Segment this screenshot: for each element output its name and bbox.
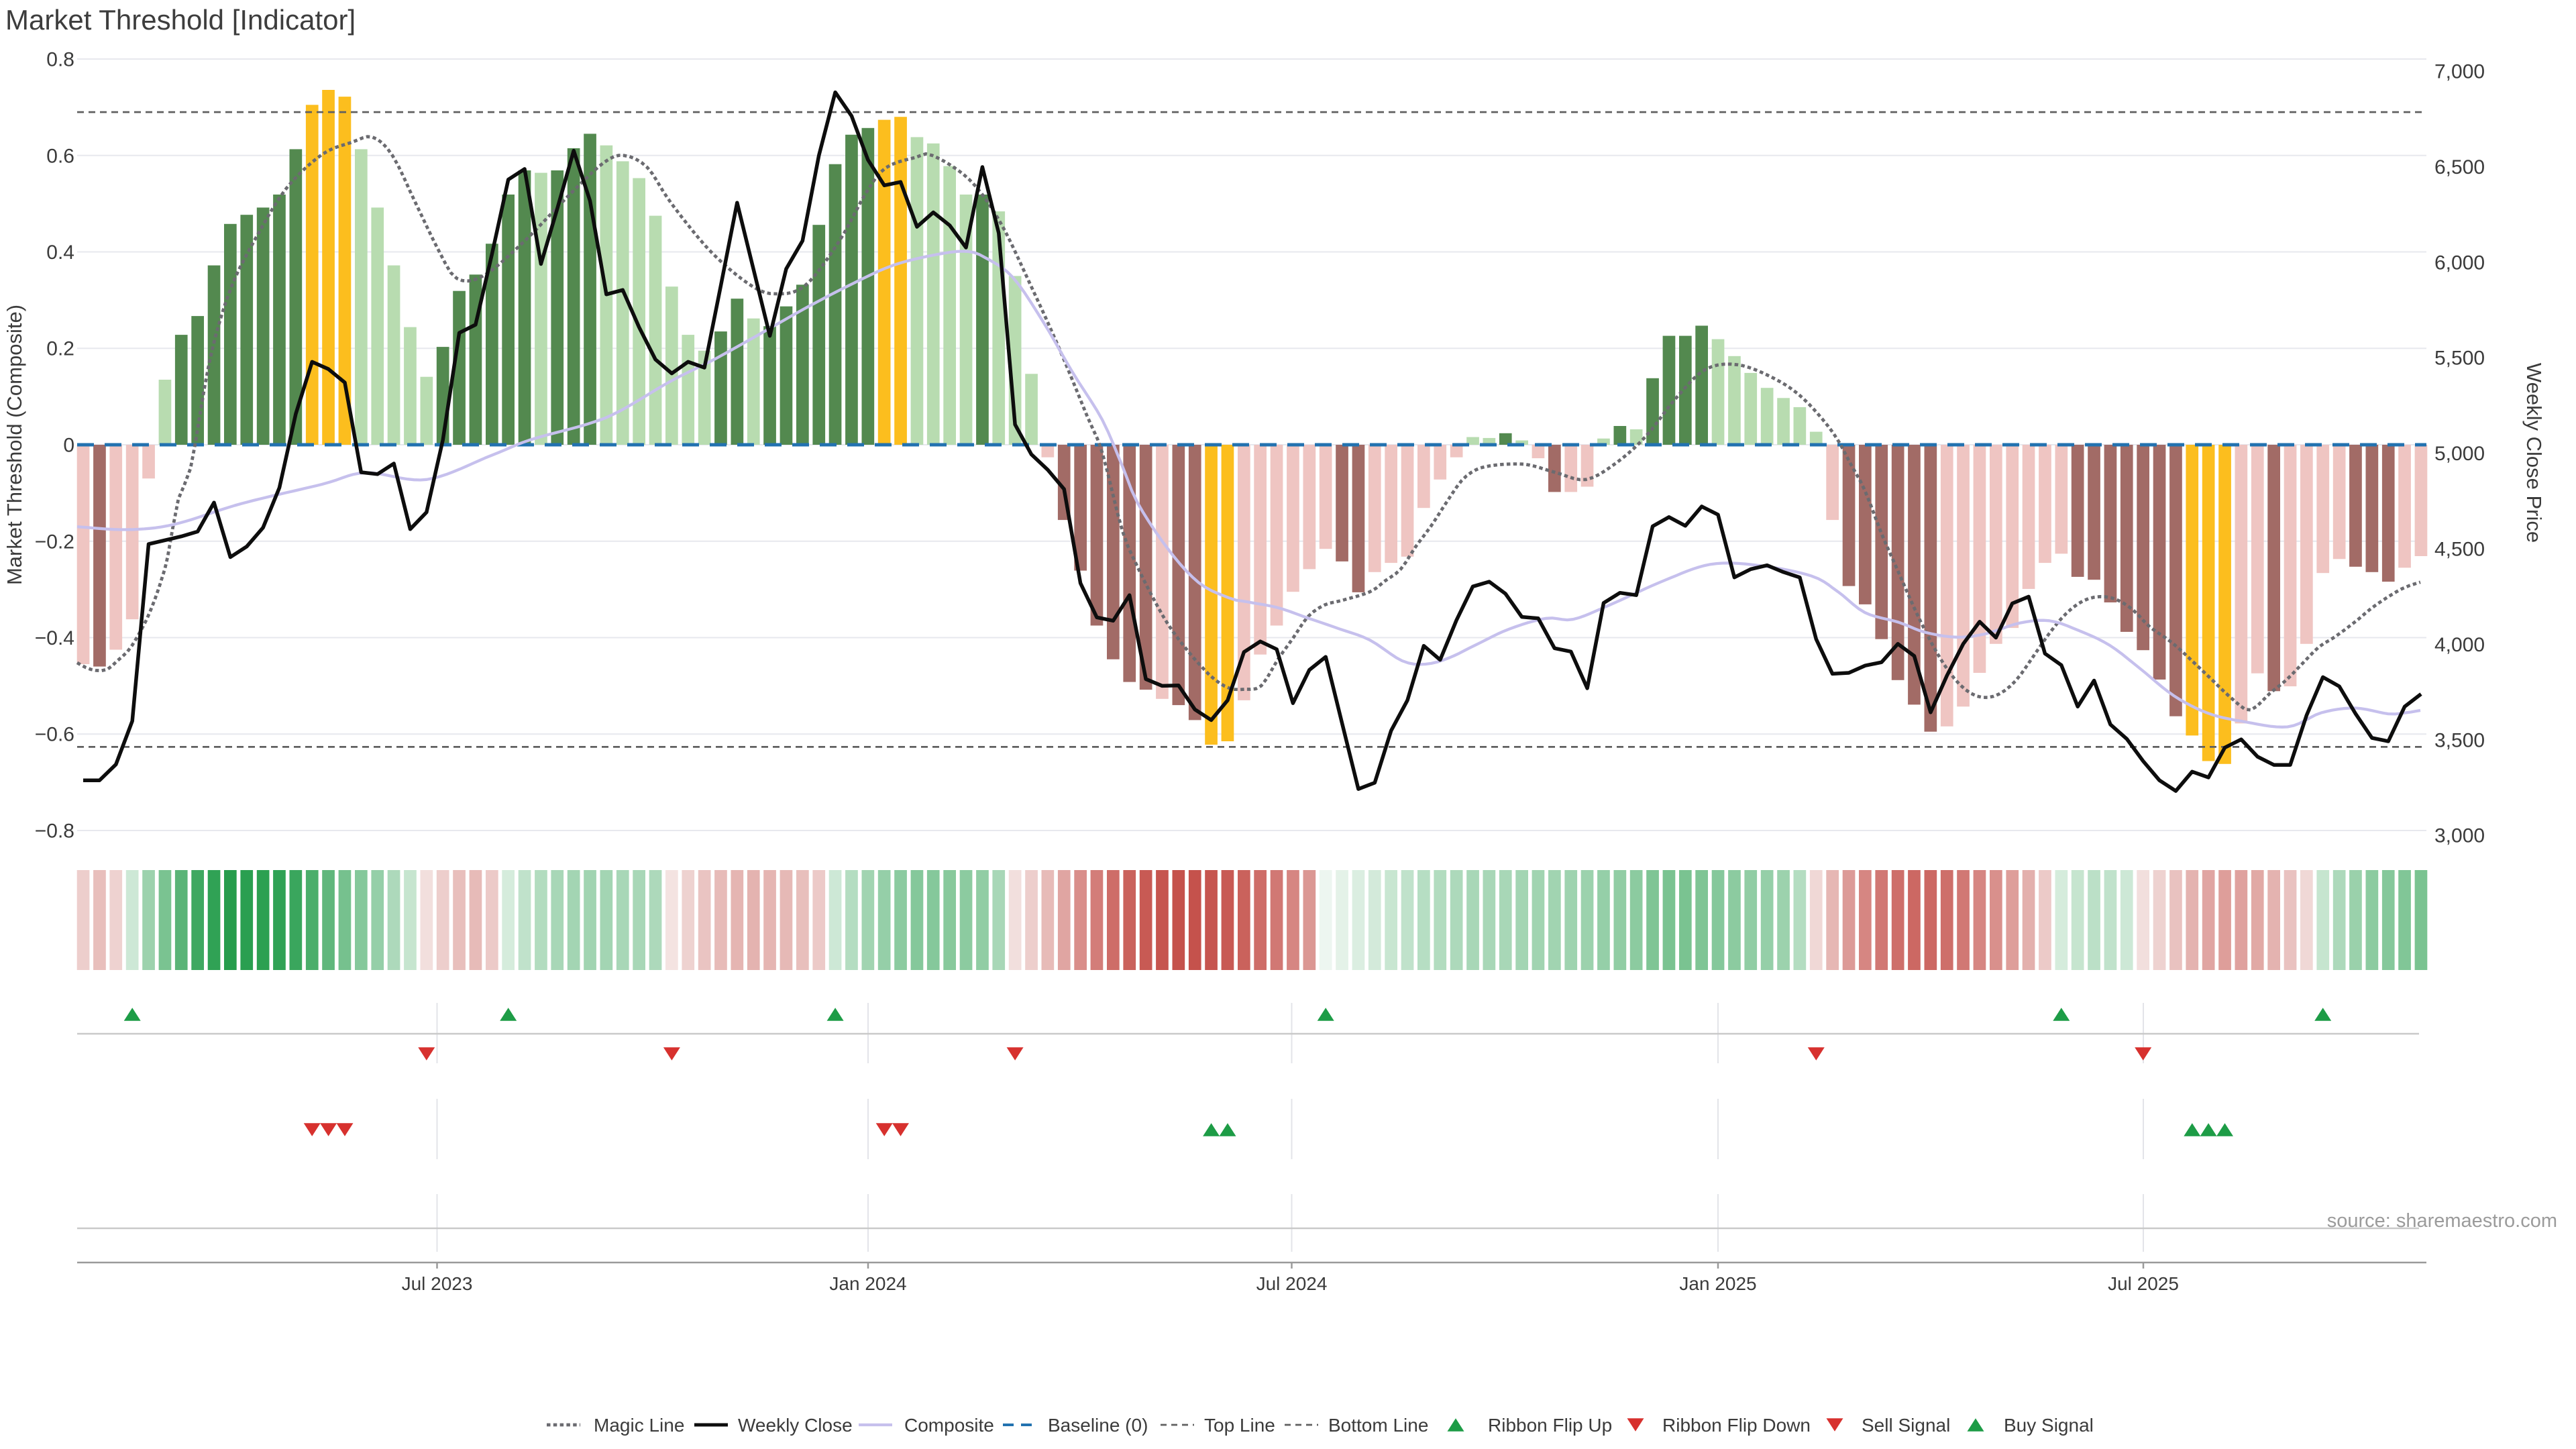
svg-text:Buy Signal: Buy Signal xyxy=(2004,1415,2094,1436)
svg-text:−0.2: −0.2 xyxy=(35,531,74,553)
svg-text:Jan 2024: Jan 2024 xyxy=(829,1273,906,1294)
svg-text:Weekly Close: Weekly Close xyxy=(738,1415,853,1436)
svg-text:5,000: 5,000 xyxy=(2434,443,2485,465)
svg-text:3,000: 3,000 xyxy=(2434,825,2485,847)
svg-text:−0.4: −0.4 xyxy=(35,627,74,649)
svg-text:4,000: 4,000 xyxy=(2434,634,2485,656)
svg-text:−0.6: −0.6 xyxy=(35,724,74,746)
svg-text:Jul 2024: Jul 2024 xyxy=(1256,1273,1328,1294)
svg-text:0.6: 0.6 xyxy=(46,145,74,167)
svg-text:Ribbon Flip Down: Ribbon Flip Down xyxy=(1662,1415,1811,1436)
svg-text:6,000: 6,000 xyxy=(2434,252,2485,274)
svg-text:0.8: 0.8 xyxy=(46,49,74,71)
svg-text:Jul 2023: Jul 2023 xyxy=(402,1273,473,1294)
svg-text:0.2: 0.2 xyxy=(46,338,74,360)
svg-text:−0.8: −0.8 xyxy=(35,820,74,843)
svg-text:Magic Line: Magic Line xyxy=(594,1415,684,1436)
svg-text:Weekly Close Price: Weekly Close Price xyxy=(2522,363,2546,543)
svg-text:source: sharemaestro.com: source: sharemaestro.com xyxy=(2327,1210,2557,1232)
svg-text:Baseline (0): Baseline (0) xyxy=(1048,1415,1148,1436)
svg-text:5,500: 5,500 xyxy=(2434,347,2485,370)
svg-text:Ribbon Flip Up: Ribbon Flip Up xyxy=(1488,1415,1612,1436)
svg-text:4,500: 4,500 xyxy=(2434,539,2485,561)
svg-text:7,000: 7,000 xyxy=(2434,61,2485,83)
svg-text:Bottom Line: Bottom Line xyxy=(1328,1415,1428,1436)
svg-text:Market Threshold [Indicator]: Market Threshold [Indicator] xyxy=(5,4,356,36)
svg-text:Jan 2025: Jan 2025 xyxy=(1679,1273,1756,1294)
svg-text:Jul 2025: Jul 2025 xyxy=(2108,1273,2179,1294)
svg-text:Top Line: Top Line xyxy=(1204,1415,1275,1436)
svg-text:6,500: 6,500 xyxy=(2434,156,2485,178)
svg-text:0: 0 xyxy=(63,435,74,457)
svg-text:Sell Signal: Sell Signal xyxy=(1862,1415,1950,1436)
svg-text:Market Threshold (Composite): Market Threshold (Composite) xyxy=(3,305,26,585)
svg-text:3,500: 3,500 xyxy=(2434,729,2485,751)
svg-text:0.4: 0.4 xyxy=(46,241,74,264)
svg-text:Composite: Composite xyxy=(904,1415,994,1436)
